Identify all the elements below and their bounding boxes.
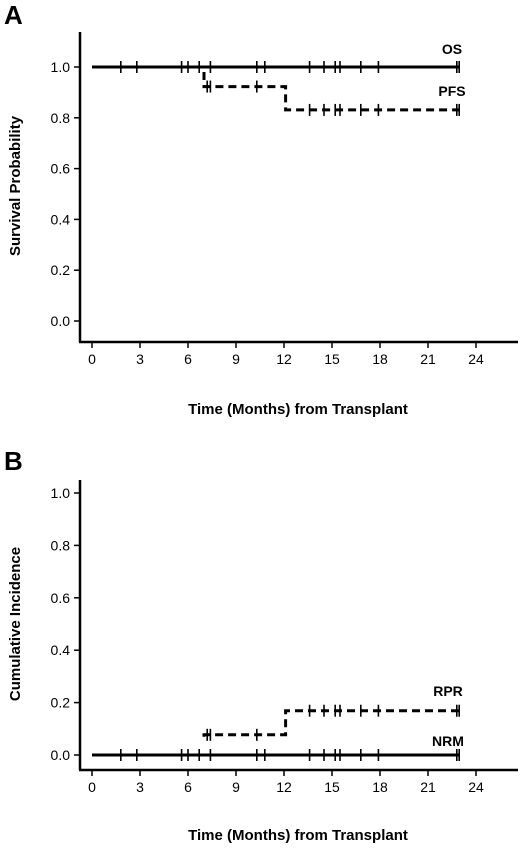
panel-b-y-tick-label: 1.0 xyxy=(51,485,71,501)
panel-a: A Survival Probability Time (Months) fro… xyxy=(4,0,518,418)
panel-a-y-tick-label: 0.2 xyxy=(51,262,71,278)
panel-a-pfs-series-line xyxy=(92,65,460,112)
panel-b-x-tick-label: 18 xyxy=(372,779,388,795)
panel-a-letter: A xyxy=(4,0,23,30)
panel-b-x-tick-label: 21 xyxy=(420,779,436,795)
panel-a-plot-area: 0 3 6 9 12 15 18 21 24 0.0 0.2 0.4 0.6 0.8 1.0 xyxy=(51,32,518,367)
panel-b-series-label-nrm: NRM xyxy=(432,733,464,749)
panel-b-y-axis-title: Cumulative Incidence xyxy=(7,547,24,701)
panel-a-series-label-pfs: PFS xyxy=(438,83,465,99)
panel-a-y-tick-label: 0.6 xyxy=(51,161,71,177)
panel-b-x-tick-label: 0 xyxy=(88,779,96,795)
panel-b-x-tick-label: 6 xyxy=(184,779,192,795)
panel-a-x-tick-label: 21 xyxy=(420,351,436,367)
panel-a-y-tick-label: 1.0 xyxy=(51,59,71,75)
panel-a-x-tick-label: 0 xyxy=(88,351,96,367)
panel-a-x-axis-title: Time (Months) from Transplant xyxy=(188,401,408,418)
panel-b-plot-area: 0 3 6 9 12 15 18 21 24 0.0 0.2 0.4 0.6 0.8 1.0 xyxy=(51,480,518,795)
panel-a-x-tick-label: 15 xyxy=(324,351,340,367)
panel-a-x-tick-label: 3 xyxy=(136,351,144,367)
panel-a-x-tick-label: 9 xyxy=(232,351,240,367)
panel-a-series-label-os: OS xyxy=(442,41,462,57)
panel-b-letter: B xyxy=(4,446,23,476)
panel-a-y-tick-label: 0.8 xyxy=(51,110,71,126)
panel-a-x-tick-label: 6 xyxy=(184,351,192,367)
panel-a-x-tick-label: 18 xyxy=(372,351,388,367)
panel-a-y-tick-label: 0.4 xyxy=(51,211,71,227)
panel-b-x-tick-label: 12 xyxy=(276,779,292,795)
panel-b-x-tick-label: 24 xyxy=(468,779,484,795)
panel-b-series-label-rpr: RPR xyxy=(433,683,463,699)
panel-a-y-tick-label: 0.0 xyxy=(51,313,71,329)
panel-b-y-tick-label: 0.8 xyxy=(51,537,71,553)
panel-b-x-tick-label: 15 xyxy=(324,779,340,795)
panel-a-x-tick-label: 12 xyxy=(276,351,292,367)
panel-b-y-tick-label: 0.6 xyxy=(51,590,71,606)
panel-b: B Cumulative Incidence Time (Months) fro… xyxy=(4,446,518,844)
panel-b-y-tick-label: 0.2 xyxy=(51,695,71,711)
panel-b-x-axis-title: Time (Months) from Transplant xyxy=(188,827,408,844)
panel-b-y-tick-label: 0.0 xyxy=(51,747,71,763)
panel-b-x-tick-label: 9 xyxy=(232,779,240,795)
panel-b-y-tick-label: 0.4 xyxy=(51,642,71,658)
panel-b-x-tick-label: 3 xyxy=(136,779,144,795)
panel-b-rpr-series-line xyxy=(202,709,460,737)
panel-a-x-tick-label: 24 xyxy=(468,351,484,367)
panel-a-y-axis-title: Survival Probability xyxy=(7,115,24,256)
